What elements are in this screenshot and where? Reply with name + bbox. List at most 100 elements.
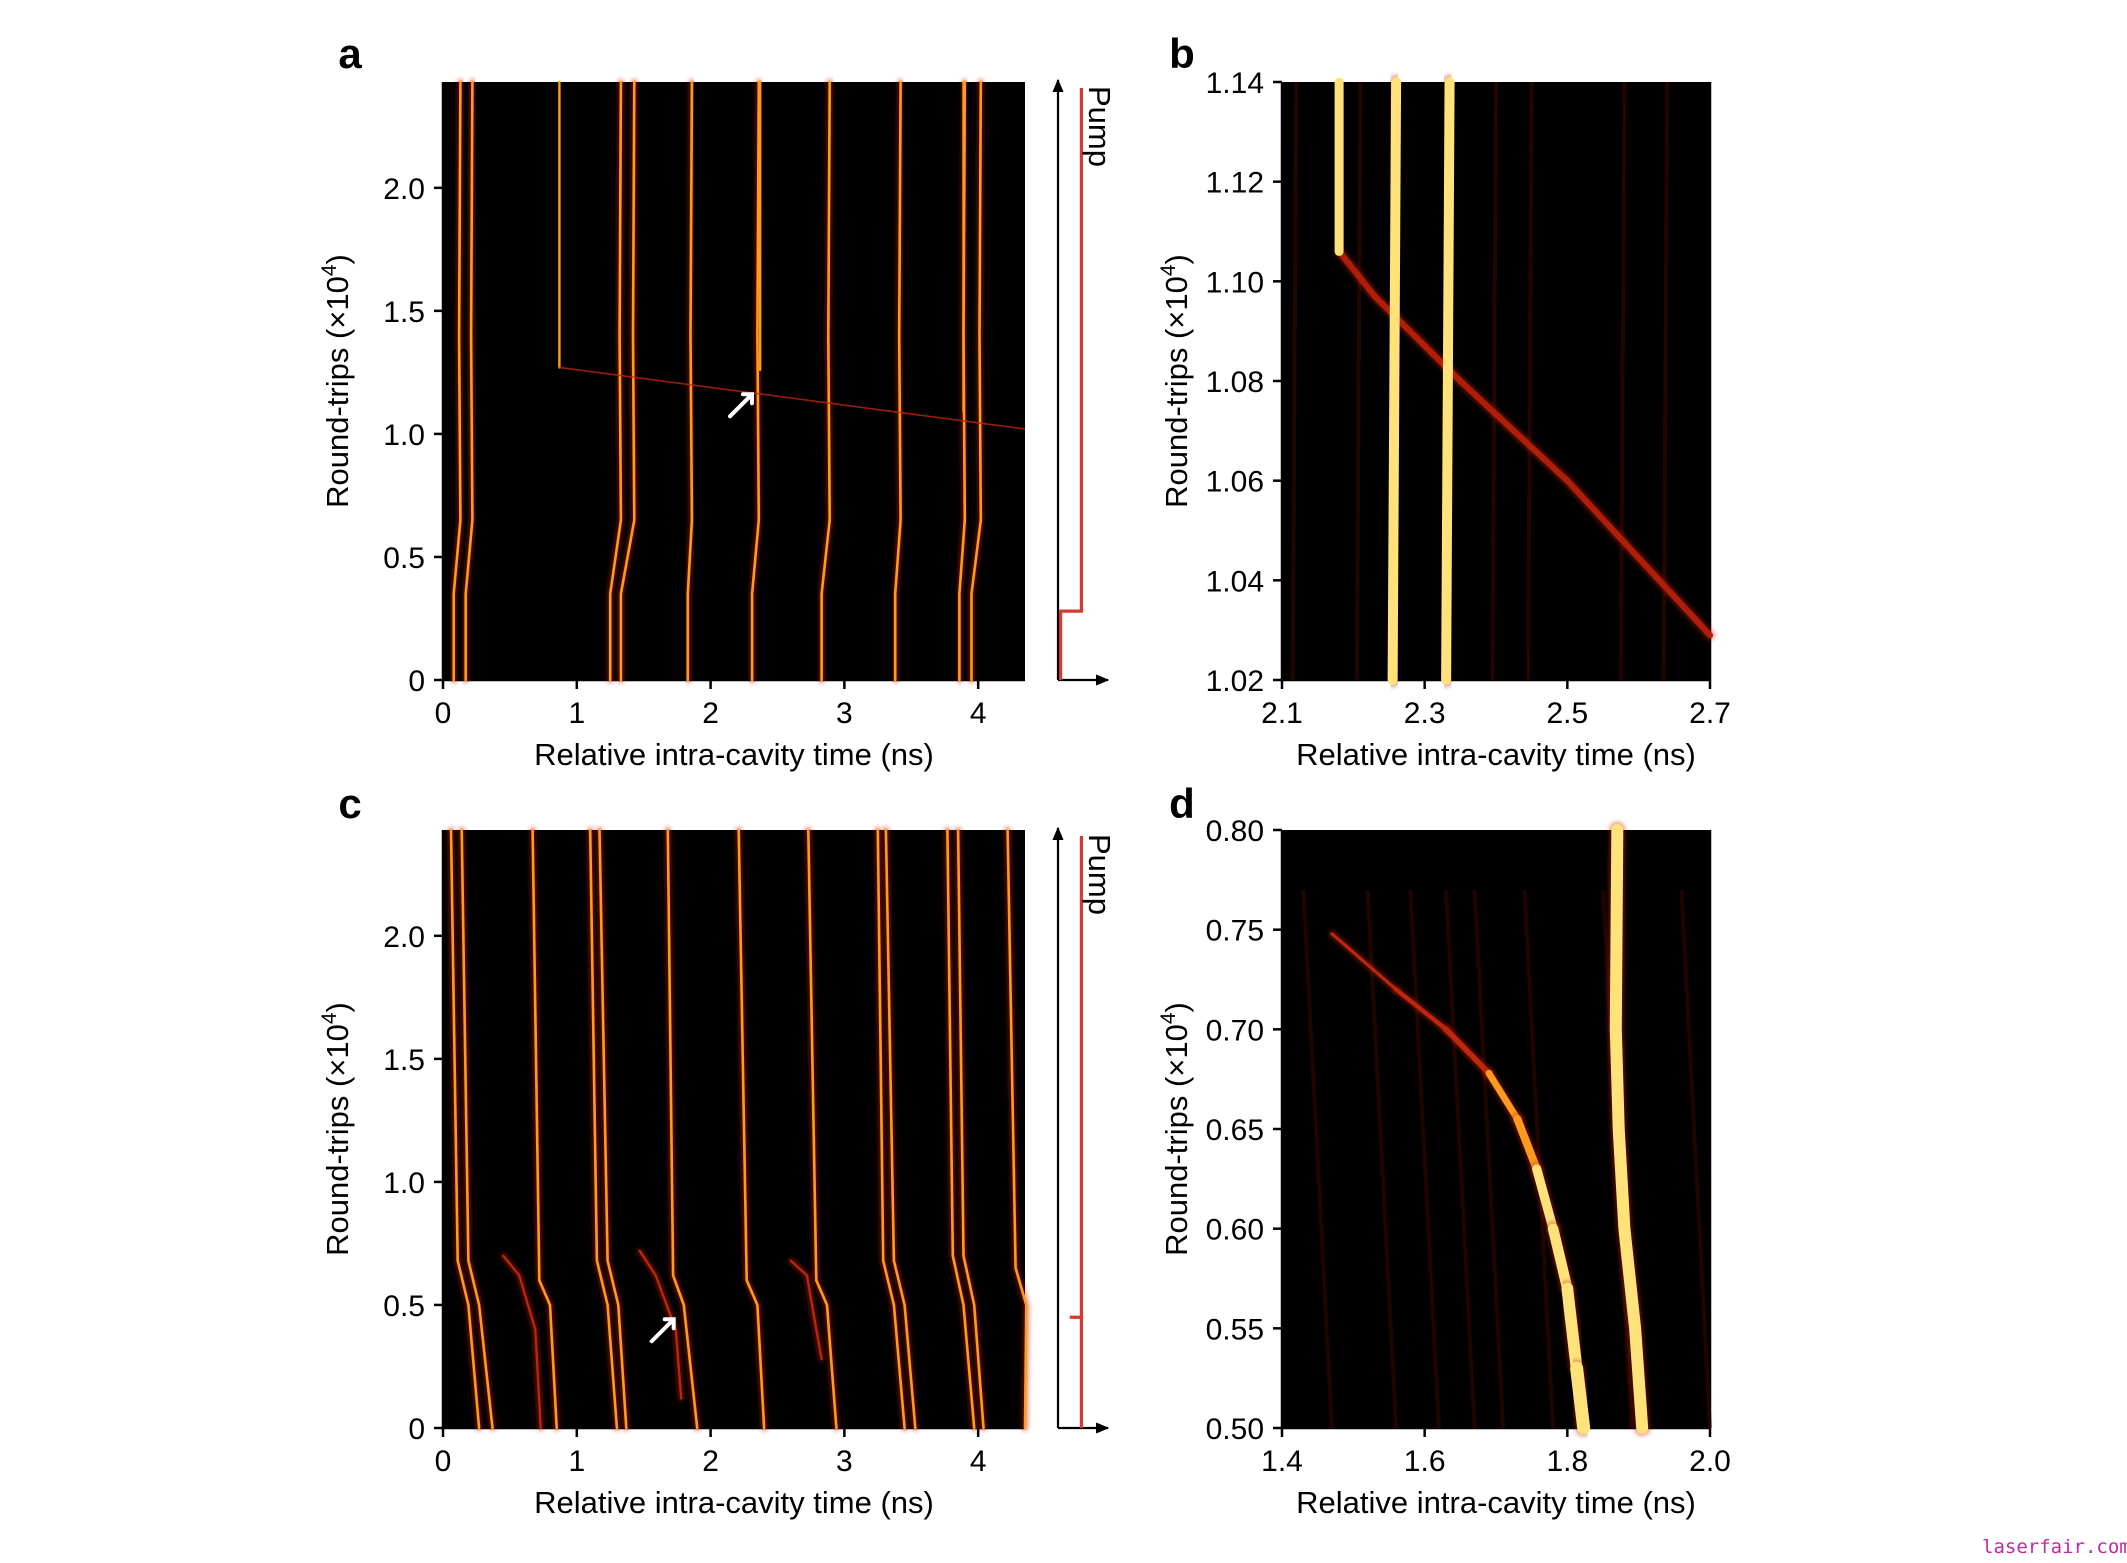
- y-tick-label: 1.02: [1206, 665, 1264, 698]
- x-tick-label: 2.5: [1546, 697, 1588, 730]
- soliton-trace: [464, 80, 474, 682]
- x-tick-label: 4: [970, 697, 987, 730]
- soliton-trace: [531, 828, 558, 1430]
- panel-letter: c: [338, 780, 361, 827]
- y-tick-label: 1.5: [383, 1044, 425, 1077]
- x-tick-label: 2.3: [1404, 697, 1446, 730]
- y-axis-title-sup: 4: [318, 1012, 341, 1024]
- plot-background: [1282, 830, 1710, 1428]
- panel-c: 0 1 2 3 4 0 0.5 1.0 1.5 2.0 Relative intra-cavity …: [318, 780, 1117, 1520]
- dying-trace: [502, 1254, 542, 1430]
- y-tick-label: 2.0: [383, 921, 425, 954]
- panel-b: 2.1 2.3 2.5 2.7 1.02 1.04 1.06 1.08 1.10 1.12 1.14…: [1157, 30, 1731, 772]
- x-tick-label: 1.8: [1546, 1445, 1588, 1478]
- background-streak: [1679, 889, 1712, 1429]
- soliton-trace: [893, 80, 902, 682]
- evolving-curve: [1513, 1115, 1541, 1173]
- pump-y-arrowhead: [1052, 826, 1064, 841]
- x-tick-label: 0: [435, 1445, 452, 1478]
- y-axis-title: Round-trips (×104): [318, 254, 355, 508]
- y-axis-title: Round-trips (×104): [318, 1002, 355, 1256]
- y-tick-label: 1.0: [383, 1167, 425, 1200]
- y-tick-label: 1.04: [1206, 565, 1264, 598]
- y-tick-label: 0: [408, 1413, 425, 1446]
- soliton-trace: [876, 828, 906, 1430]
- y-tick-label: 0.5: [383, 542, 425, 575]
- soliton-trace: [884, 828, 917, 1430]
- soliton-trace: [460, 828, 494, 1430]
- x-axis-title: Relative intra-cavity time (ns): [534, 1485, 934, 1520]
- background-streak: [1526, 81, 1534, 681]
- evolving-curve: [1532, 1164, 1558, 1234]
- y-tick-label: 0.5: [383, 1290, 425, 1323]
- y-axis-title-tail: ): [1159, 1002, 1194, 1012]
- y-tick-label: 0: [408, 665, 425, 698]
- bright-streak: [1609, 824, 1649, 1434]
- arrow-marker: [727, 392, 754, 419]
- y-tick-label: 1.06: [1206, 466, 1264, 499]
- y-tick-label: 1.10: [1206, 266, 1264, 299]
- panel-letter: b: [1169, 30, 1195, 77]
- plot-background: [443, 830, 1025, 1428]
- x-tick-label: 0: [435, 697, 452, 730]
- evolving-curve: [1443, 1026, 1492, 1076]
- soliton-trace: [820, 80, 831, 682]
- panel-a: 0 1 2 3 4 0 0.5 1.0 1.5 2.0 Relative intra-cavity …: [318, 30, 1117, 772]
- y-tick-label: 1.5: [383, 296, 425, 329]
- plot-background: [443, 82, 1025, 680]
- watermark-text: laserfair.com: [1982, 1536, 2127, 1558]
- soliton-trace: [1006, 828, 1028, 1430]
- x-tick-label: 3: [836, 697, 853, 730]
- panel-d: 1.4 1.6 1.8 2.0 0.50 0.55 0.60 0.65 0.70 0.75 0.80…: [1157, 780, 1731, 1520]
- pump-x-arrowhead: [1095, 1422, 1110, 1434]
- panel-letter: a: [338, 30, 362, 77]
- soliton-trace: [970, 80, 983, 682]
- x-tick-label: 2: [702, 1445, 719, 1478]
- background-streak: [1472, 889, 1506, 1429]
- background-streak: [1354, 81, 1363, 681]
- y-axis-title-tail: ): [1159, 254, 1194, 264]
- dying-trace: [789, 1259, 823, 1361]
- background-streak: [1618, 81, 1627, 681]
- arrow-marker: [649, 1317, 676, 1344]
- x-tick-label: 4: [970, 1445, 987, 1478]
- x-axis-title: Relative intra-cavity time (ns): [1296, 1485, 1696, 1520]
- y-axis-title-sup: 4: [318, 264, 341, 276]
- x-axis-title: Relative intra-cavity time (ns): [534, 737, 934, 772]
- soliton-trace: [598, 828, 628, 1430]
- y-axis-title: Round-trips (×104): [1157, 1002, 1194, 1256]
- y-axis-title: Round-trips (×104): [1157, 254, 1194, 508]
- background-streak: [1490, 81, 1498, 681]
- soliton-trace: [452, 80, 462, 682]
- pump-label: Pump: [1082, 834, 1117, 915]
- x-tick-label: 2.0: [1689, 1445, 1731, 1478]
- soliton-trace: [666, 828, 699, 1430]
- soliton-trace: [449, 828, 481, 1430]
- pump-curve: [1059, 88, 1083, 680]
- soliton-trace: [946, 828, 976, 1430]
- soliton-trace: [737, 828, 766, 1430]
- x-tick-label: 2: [702, 697, 719, 730]
- y-axis-title-main: Round-trips (×10: [1159, 1024, 1194, 1256]
- background-streak: [1365, 889, 1399, 1429]
- bright-streak: [1441, 77, 1455, 685]
- x-tick-label: 3: [836, 1445, 853, 1478]
- dying-trace: [638, 1249, 683, 1400]
- drifting-trace: [559, 366, 1026, 430]
- evolving-curve: [1561, 1282, 1583, 1375]
- y-axis-title-tail: ): [320, 1002, 355, 1012]
- x-tick-label: 2.1: [1261, 697, 1303, 730]
- y-tick-label: 1.14: [1206, 67, 1264, 100]
- y-axis-title-sup: 4: [1157, 264, 1180, 276]
- y-tick-label: 1.08: [1206, 366, 1264, 399]
- soliton-trace: [686, 80, 694, 682]
- pump-x-arrowhead: [1095, 674, 1110, 686]
- pump-curve: [1069, 836, 1083, 1428]
- drifting-diagonal: [1336, 248, 1713, 639]
- y-axis-title-main: Round-trips (×10: [320, 276, 355, 508]
- y-tick-label: 2.0: [383, 173, 425, 206]
- soliton-trace: [807, 828, 838, 1430]
- evolving-curve: [1393, 987, 1449, 1032]
- evolving-curve: [1570, 1361, 1591, 1435]
